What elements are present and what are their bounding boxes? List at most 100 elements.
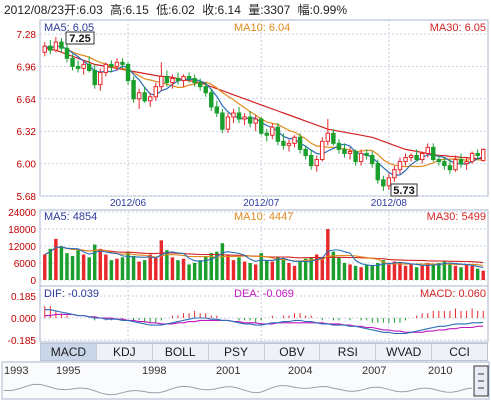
volume-bar — [253, 264, 258, 280]
volume-bar — [464, 264, 469, 280]
volume-bar — [198, 260, 202, 280]
tab-rsi[interactable]: RSI — [320, 344, 377, 360]
volume-bar — [154, 257, 158, 280]
candle-down — [297, 136, 303, 150]
overview-slider-handle[interactable] — [473, 365, 489, 397]
ma5-label: MA5: 6.05 — [44, 22, 94, 34]
candle-down — [259, 118, 264, 134]
volume-bar — [475, 268, 480, 280]
ma30-label: MA30: 6.05 — [430, 22, 486, 34]
candle-down — [75, 65, 81, 69]
volume-bar — [43, 254, 47, 280]
price-panel-frame — [39, 19, 489, 197]
volume-bar — [98, 248, 102, 280]
price-tick-label: 6.32 — [17, 127, 37, 138]
overview-year-labels: 1993 1995 1998 2001 2004 2007 2010 — [4, 365, 452, 377]
candle-down — [364, 152, 369, 157]
volume-bar — [287, 263, 291, 280]
candle-down — [64, 47, 70, 59]
candle-up — [469, 152, 475, 163]
candle-up — [42, 45, 47, 53]
dif-line — [44, 309, 484, 335]
candle-down — [92, 69, 97, 86]
volume-bar — [315, 254, 319, 280]
dea-label: DEA: -0.069 — [234, 288, 294, 300]
change-value: 0.99% — [313, 3, 347, 17]
candle-up — [464, 161, 469, 165]
volume-bar — [364, 264, 369, 280]
candle-up — [153, 86, 158, 98]
candle-down — [70, 57, 75, 67]
tab-wvad[interactable]: WVAD — [376, 344, 433, 360]
volume-bar — [481, 270, 485, 280]
y-axis-labels: 7.28 6.96 6.64 6.32 6.00 5.68 24000 18000 12000 6… — [8, 30, 37, 347]
price-tick-label: 7.28 — [17, 30, 37, 41]
candle-up — [358, 152, 364, 163]
volume-bar — [93, 244, 97, 280]
candle-up — [425, 146, 430, 154]
moving-average-lines — [44, 45, 484, 176]
candle-up — [225, 116, 231, 130]
candle-down — [125, 63, 131, 82]
volume-bar — [370, 265, 374, 280]
candle-up — [81, 63, 86, 69]
candle-down — [342, 148, 347, 154]
volume-bar — [248, 263, 252, 280]
close-label: 收: — [202, 3, 217, 17]
overview-year-label: 2007 — [362, 365, 386, 377]
overview-strip[interactable] — [1, 361, 490, 400]
low-callout-value: 5.73 — [393, 185, 414, 197]
volume-bar — [231, 260, 236, 280]
candle-down — [86, 63, 92, 71]
ma10-label: MA10: 6.04 — [234, 22, 290, 34]
date-tick-label: 2012/06 — [110, 198, 147, 209]
tab-macd[interactable]: MACD — [41, 344, 97, 360]
dif-label: DIF: -0.039 — [44, 288, 99, 300]
volume-bars — [43, 229, 485, 280]
tab-kdj[interactable]: KDJ — [97, 344, 153, 360]
candle-down — [142, 92, 147, 102]
high-label: 高: — [110, 2, 125, 17]
candle-up — [286, 142, 292, 146]
indicator-tab-bar: MACD KDJ BOLL PSY OBV RSI WVAD CCI — [40, 343, 488, 361]
volume-value: 3307 — [264, 3, 291, 17]
candle-down — [431, 146, 436, 161]
close-value: 6.14 — [218, 3, 242, 17]
price-tick-label: 5.68 — [17, 192, 37, 203]
volume-bar — [104, 254, 108, 280]
candle-up — [453, 159, 458, 171]
volume-bar — [292, 265, 297, 280]
candle-down — [275, 126, 281, 142]
volume-bar — [81, 254, 86, 280]
candle-down — [375, 163, 380, 181]
tab-cci[interactable]: CCI — [449, 345, 470, 359]
volume-bar — [381, 260, 386, 280]
candle-up — [181, 76, 186, 82]
volume-bar — [398, 263, 402, 280]
tab-psy[interactable]: PSY — [209, 344, 265, 360]
volume-bar — [54, 238, 58, 280]
volume-bar — [131, 255, 136, 280]
volume-bar — [237, 257, 241, 280]
volume-bar — [148, 254, 152, 280]
candle-up — [314, 159, 319, 167]
volume-bar — [459, 267, 463, 280]
candle-up — [136, 92, 142, 100]
volume-bar — [414, 267, 419, 280]
volume-bar — [187, 264, 191, 280]
macd-label: MACD: 0.060 — [420, 288, 486, 300]
volume-ma5-line — [44, 246, 484, 268]
candle-down — [175, 78, 181, 82]
tab-obv[interactable]: OBV — [265, 344, 321, 360]
volume-bar — [192, 263, 197, 280]
volume-bar — [392, 261, 397, 280]
candle-up — [292, 136, 297, 144]
candle-down — [331, 132, 336, 144]
candle-up — [103, 63, 109, 73]
candle-up — [320, 140, 325, 161]
volume-bar — [181, 258, 186, 280]
candle-up — [242, 116, 247, 120]
volume-bar — [359, 267, 363, 280]
tab-boll[interactable]: BOLL — [153, 344, 209, 360]
candle-down — [447, 165, 453, 171]
